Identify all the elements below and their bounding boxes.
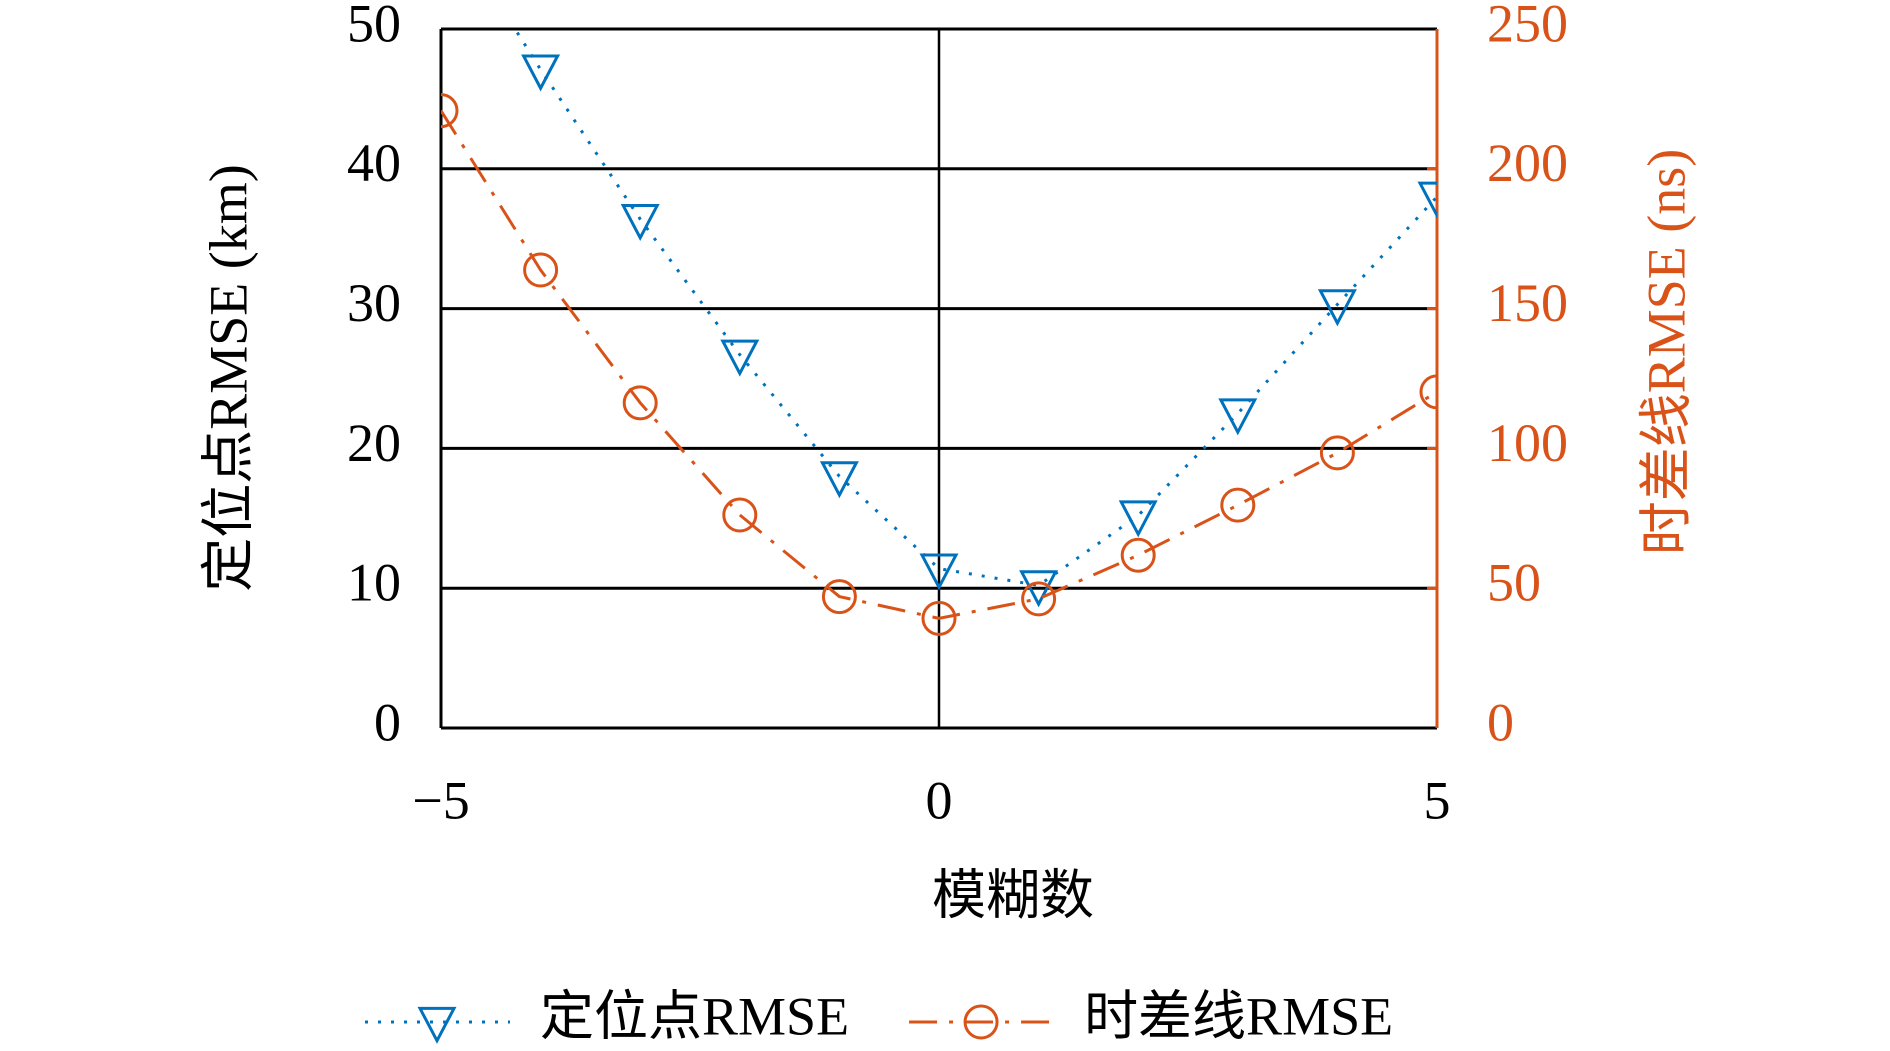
marker <box>919 553 959 591</box>
marker <box>441 93 459 129</box>
y2-tick-label: 50 <box>1487 553 1541 613</box>
y2-tick-label: 200 <box>1487 133 1568 193</box>
y2-tick-label: 0 <box>1487 692 1514 752</box>
y2-tick-label: 100 <box>1487 413 1568 473</box>
marker <box>722 497 758 533</box>
x-tick-label: 5 <box>1424 770 1451 830</box>
marker <box>1218 398 1258 436</box>
legend-label: 时差线RMSE <box>1084 986 1393 1046</box>
series-line <box>441 109 1437 620</box>
marker <box>1417 181 1437 219</box>
x-tick-label: −5 <box>412 770 469 830</box>
y-tick-label: 0 <box>374 692 401 752</box>
y-tick-label: 50 <box>347 0 401 53</box>
marker <box>1021 581 1057 617</box>
marker <box>963 1004 999 1040</box>
marker <box>620 204 660 242</box>
y-tick-label: 40 <box>347 133 401 193</box>
marker <box>1220 487 1256 523</box>
x-axis-label: 模糊数 <box>932 865 1094 925</box>
marker <box>720 339 760 377</box>
y2-tick-label: 150 <box>1487 273 1568 333</box>
plot-area <box>441 29 1437 636</box>
marker <box>1120 537 1156 573</box>
legend-label: 定位点RMSE <box>540 986 849 1046</box>
marker <box>821 579 857 615</box>
marker <box>622 385 658 421</box>
y-axis-label: 定位点RMSE (km) <box>198 164 258 592</box>
x-tick-label: 0 <box>926 770 953 830</box>
marker <box>1317 289 1357 327</box>
marker <box>521 54 561 92</box>
marker <box>417 1006 457 1044</box>
marker <box>1019 570 1059 608</box>
marker <box>1319 435 1355 471</box>
y-tick-label: 10 <box>347 553 401 613</box>
y-tick-label: 20 <box>347 413 401 473</box>
y-tick-label: 30 <box>347 273 401 333</box>
marker <box>819 461 859 499</box>
marker <box>921 600 957 636</box>
y2-tick-label: 250 <box>1487 0 1568 53</box>
marker <box>523 252 559 288</box>
marker <box>1118 500 1158 538</box>
y2-axis-label: 时差线RMSE (ns) <box>1636 149 1696 556</box>
marker <box>1419 374 1437 410</box>
